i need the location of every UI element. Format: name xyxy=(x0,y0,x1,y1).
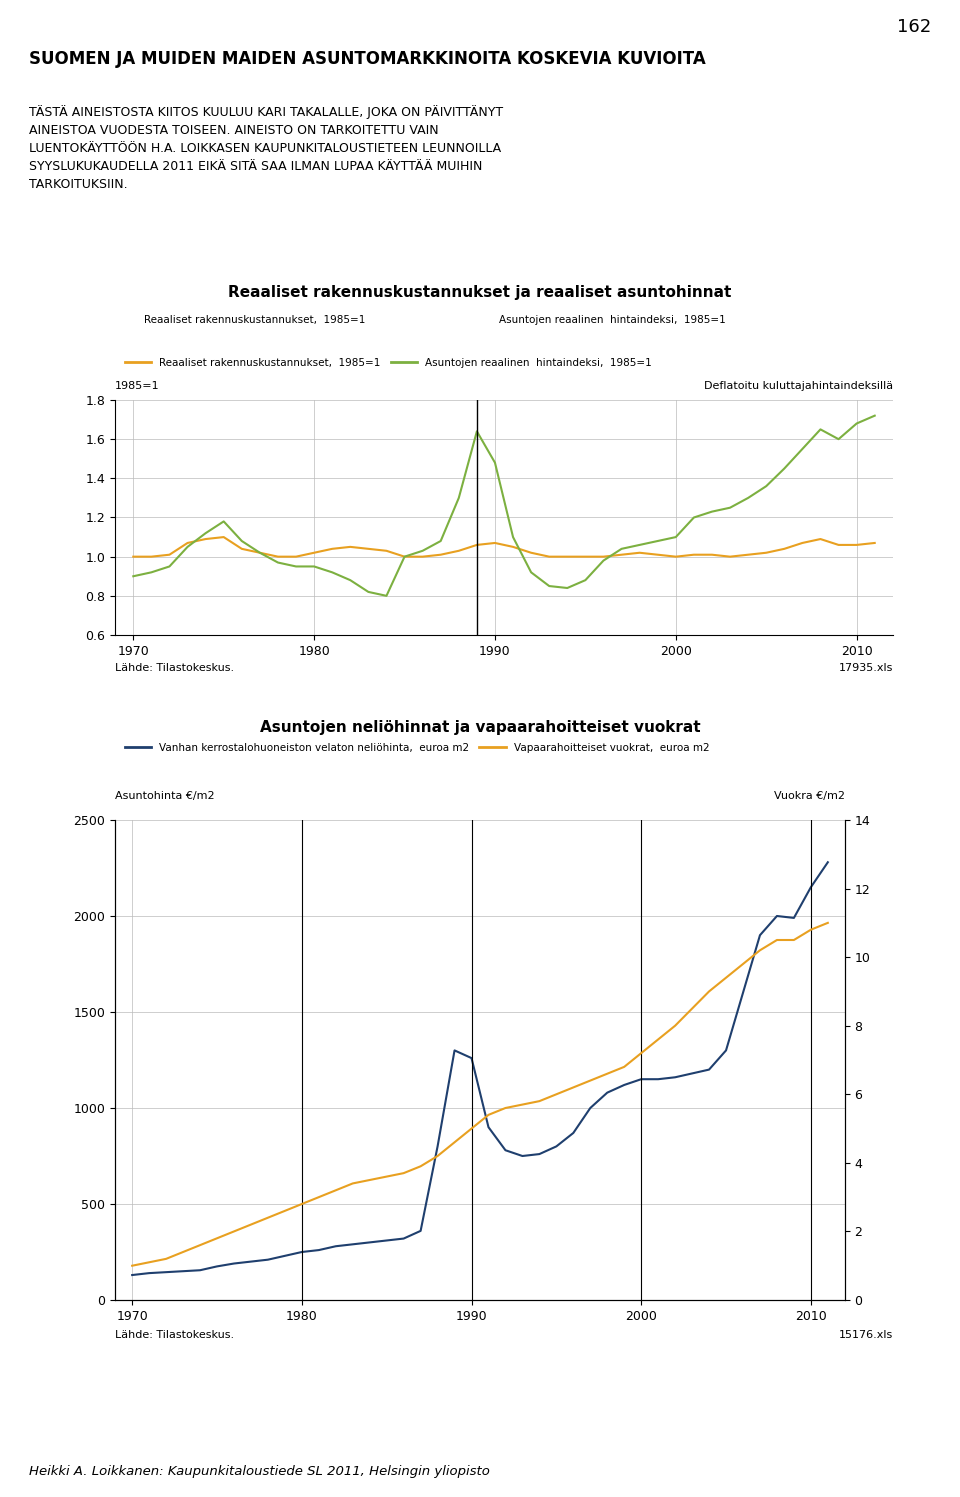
Text: Heikki A. Loikkanen: Kaupunkitaloustiede SL 2011, Helsingin yliopisto: Heikki A. Loikkanen: Kaupunkitaloustiede… xyxy=(29,1466,490,1478)
Text: 162: 162 xyxy=(897,18,931,36)
Text: Reaaliset rakennuskustannukset,  1985=1: Reaaliset rakennuskustannukset, 1985=1 xyxy=(144,314,366,325)
Text: 1985=1: 1985=1 xyxy=(115,380,159,391)
Text: 17935.xls: 17935.xls xyxy=(838,663,893,674)
Text: Asuntojen reaalinen  hintaindeksi,  1985=1: Asuntojen reaalinen hintaindeksi, 1985=1 xyxy=(499,314,726,325)
Text: Asuntohinta €/m2: Asuntohinta €/m2 xyxy=(115,790,215,801)
Text: Lähde: Tilastokeskus.: Lähde: Tilastokeskus. xyxy=(115,663,234,674)
Text: Asuntojen neliöhinnat ja vapaarahoitteiset vuokrat: Asuntojen neliöhinnat ja vapaarahoitteis… xyxy=(260,720,700,735)
Legend: Vanhan kerrostalohuoneiston velaton neliöhinta,  euroa m2, Vapaarahoitteiset vuo: Vanhan kerrostalohuoneiston velaton neli… xyxy=(120,740,713,757)
Text: TÄSTÄ AINEISTOSTA KIITOS KUULUU KARI TAKALALLE, JOKA ON PÄIVITTÄNYT
AINEISTOA VU: TÄSTÄ AINEISTOSTA KIITOS KUULUU KARI TAK… xyxy=(29,105,503,192)
Text: SUOMEN JA MUIDEN MAIDEN ASUNTOMARKKINOITA KOSKEVIA KUVIOITA: SUOMEN JA MUIDEN MAIDEN ASUNTOMARKKINOIT… xyxy=(29,49,706,67)
Legend: Reaaliset rakennuskustannukset,  1985=1, Asuntojen reaalinen  hintaindeksi,  198: Reaaliset rakennuskustannukset, 1985=1, … xyxy=(120,353,656,371)
Text: Vuokra €/m2: Vuokra €/m2 xyxy=(774,790,845,801)
Text: Deflatoitu kuluttajahintaindeksillä: Deflatoitu kuluttajahintaindeksillä xyxy=(704,380,893,391)
Text: 15176.xls: 15176.xls xyxy=(838,1329,893,1340)
Text: Lähde: Tilastokeskus.: Lähde: Tilastokeskus. xyxy=(115,1329,234,1340)
Text: Reaaliset rakennuskustannukset ja reaaliset asuntohinnat: Reaaliset rakennuskustannukset ja reaali… xyxy=(228,284,732,299)
